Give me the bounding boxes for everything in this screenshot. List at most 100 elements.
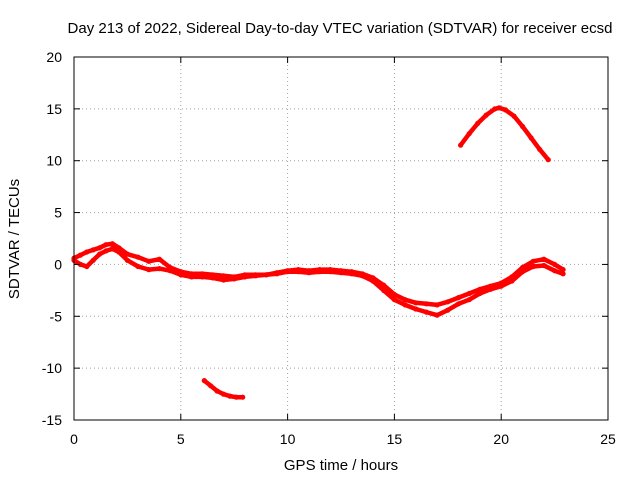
data-point (370, 278, 376, 284)
data-point (214, 388, 220, 394)
y-tick-label: 0 (54, 256, 62, 272)
data-point (530, 258, 536, 264)
axis-ticks (73, 56, 609, 421)
data-point (445, 299, 451, 305)
data-point (210, 275, 216, 281)
data-point (146, 267, 152, 273)
data-point (199, 274, 205, 280)
data-point (391, 297, 397, 303)
data-point (77, 252, 83, 258)
data-point (402, 302, 408, 308)
data-point (188, 274, 195, 280)
data-point (528, 135, 534, 141)
data-point (242, 274, 248, 280)
data-point (492, 106, 498, 112)
data-point (402, 297, 408, 303)
data-point (109, 246, 115, 252)
data-point (227, 393, 233, 399)
data-point (338, 270, 344, 276)
data-point (560, 271, 566, 277)
data-point (135, 263, 141, 270)
data-point (423, 301, 429, 307)
y-tick-label: -10 (42, 360, 62, 376)
data-point (475, 120, 481, 126)
x-axis-label: GPS time / hours (284, 457, 398, 474)
data-point (178, 272, 184, 278)
data-point (317, 269, 323, 275)
data-point (201, 378, 207, 384)
data-point (560, 267, 566, 273)
data-point (509, 278, 515, 284)
data-point (84, 249, 90, 255)
y-tick-label: 10 (46, 153, 62, 169)
y-tick-label: -15 (42, 412, 62, 428)
data-point (466, 290, 472, 297)
data-point (156, 256, 162, 262)
y-tick-label: -5 (50, 308, 63, 324)
chart-title: Day 213 of 2022, Sidereal Day-to-day VTE… (68, 20, 613, 37)
x-tick-label: 20 (493, 431, 509, 447)
y-tick-label: 20 (46, 49, 62, 65)
data-point (511, 113, 517, 119)
data-point (413, 306, 419, 312)
data-point (295, 269, 301, 275)
data-point (109, 241, 115, 247)
data-point (552, 261, 558, 267)
data-point (124, 257, 130, 263)
data-point (520, 123, 526, 130)
data-point (458, 142, 464, 148)
data-point (306, 270, 312, 276)
data-point (487, 286, 494, 292)
data-point (156, 266, 162, 272)
data-point (231, 276, 237, 282)
data-point (124, 251, 130, 257)
data-point (220, 273, 227, 279)
series-arc-trace (458, 105, 551, 162)
data-point (466, 297, 472, 303)
x-tick-label: 0 (70, 431, 78, 447)
data-point (423, 309, 429, 315)
y-tick-label: 15 (46, 101, 62, 117)
data-point (445, 307, 451, 313)
data-point (483, 112, 489, 118)
data-point (545, 157, 551, 163)
data-point (477, 290, 483, 297)
x-tick-label: 25 (600, 431, 616, 447)
x-tick-labels: 0 5 10 15 20 25 (70, 431, 616, 447)
data-point (208, 383, 214, 389)
data-point (77, 261, 83, 267)
series-main-trace-a (71, 241, 566, 308)
data-point (359, 273, 365, 279)
data-point (233, 394, 239, 400)
data-point (146, 258, 152, 264)
data-point (135, 254, 141, 260)
data-point (274, 271, 280, 277)
data-point (466, 131, 472, 137)
data-point (434, 302, 440, 308)
data-point (520, 269, 526, 275)
data-point (455, 301, 462, 307)
data-point (240, 394, 246, 400)
data-point (537, 146, 543, 152)
x-tick-label: 15 (387, 431, 403, 447)
data-point (285, 269, 291, 275)
data-point (116, 249, 122, 255)
grid-lines (74, 57, 608, 420)
data-point (263, 272, 269, 278)
data-point (552, 268, 558, 274)
plot-frame (73, 56, 609, 421)
data-point (434, 312, 440, 318)
data-point (498, 283, 504, 289)
data-point (530, 263, 536, 270)
data-point (327, 269, 333, 275)
data-series (71, 105, 566, 400)
data-point (97, 251, 103, 257)
x-tick-label: 5 (177, 431, 185, 447)
data-point (502, 107, 509, 113)
data-point (349, 271, 355, 277)
data-point (413, 300, 419, 306)
y-tick-label: 5 (54, 205, 62, 221)
data-point (455, 295, 462, 301)
data-point (253, 273, 259, 279)
data-point (103, 242, 109, 248)
